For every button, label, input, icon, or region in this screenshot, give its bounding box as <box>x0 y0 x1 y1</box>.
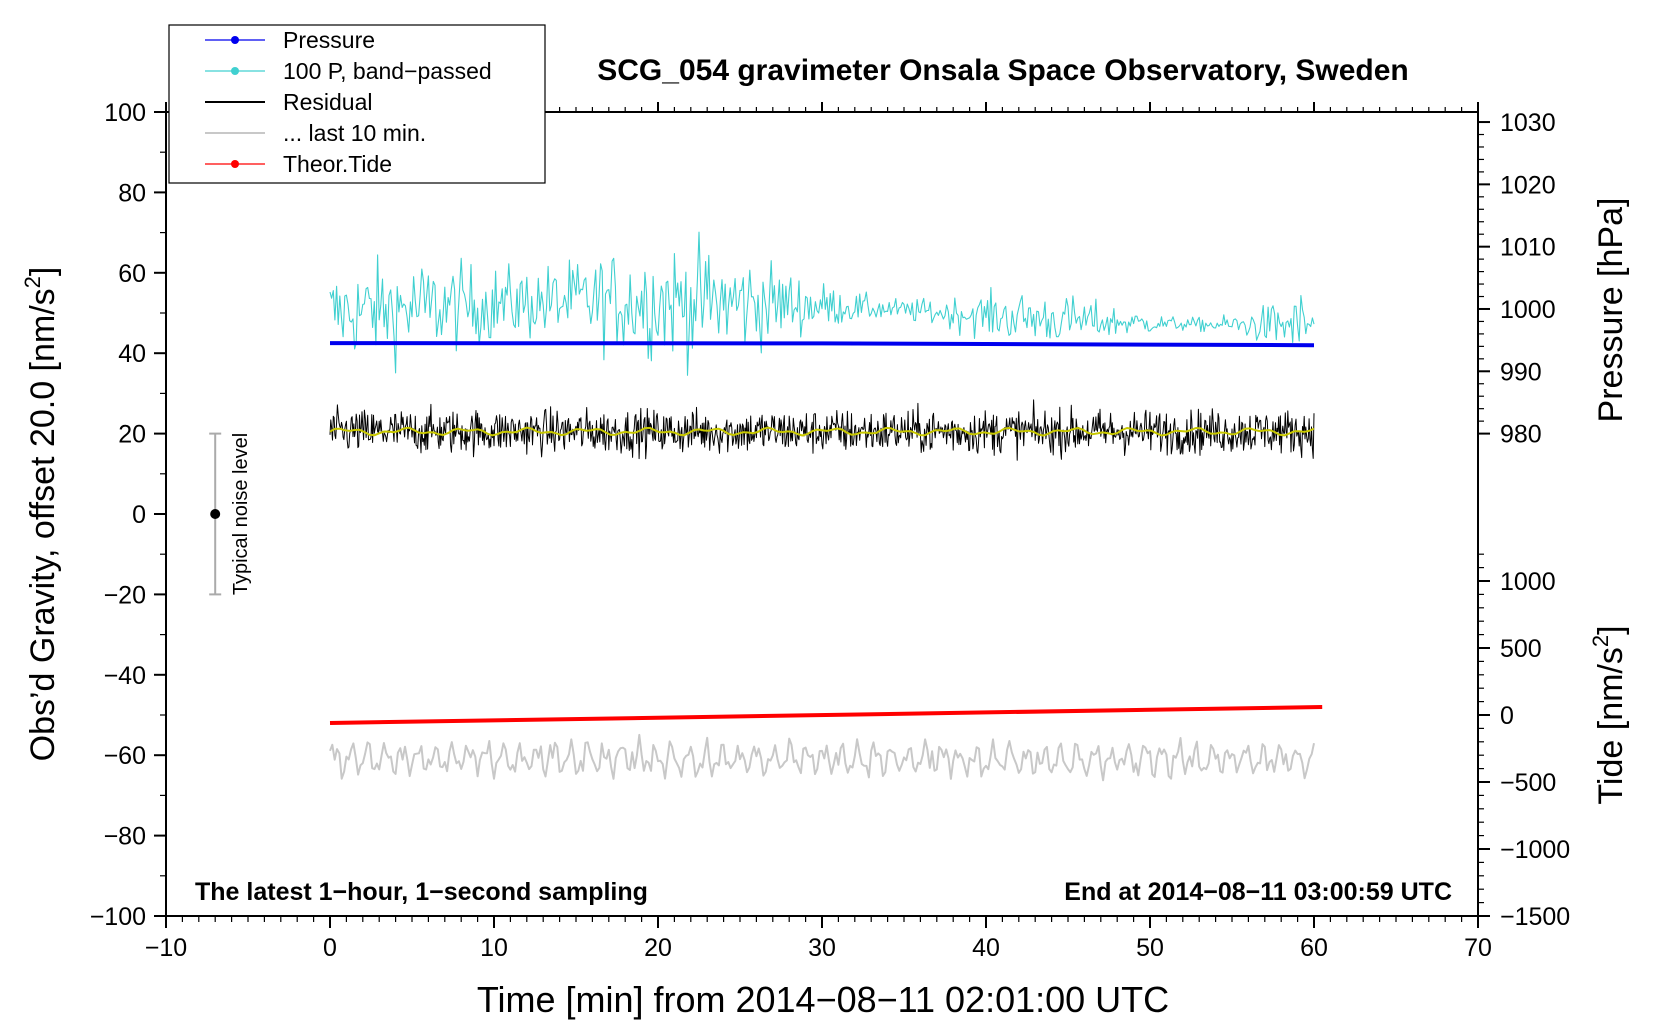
data-series <box>329 231 1323 782</box>
x-tick-label: 70 <box>1464 934 1492 962</box>
legend-box <box>168 24 546 184</box>
chart-title: SCG_054 gravimeter Onsala Space Observat… <box>597 54 1409 87</box>
tide-axis-tick-label: 1000 <box>1500 568 1556 596</box>
y-right-tide-label: Tide [nm/s2] <box>1588 625 1630 804</box>
pressure-axis-tick-label: 990 <box>1500 358 1542 386</box>
series-residual <box>329 399 1315 461</box>
x-tick-label: 40 <box>972 934 1000 962</box>
pressure-axis-tick-label: 1020 <box>1500 171 1556 199</box>
annotation-latest-hour: The latest 1−hour, 1−second sampling <box>195 878 648 906</box>
x-tick-label: 30 <box>808 934 836 962</box>
y-left-label-sup: 2 <box>20 276 45 288</box>
noise-bar-label: Typical noise level <box>230 433 252 595</box>
legend-entry-label: Theor.Tide <box>283 151 392 177</box>
tide-label-main: Tide [nm/s <box>1592 647 1630 804</box>
tide-axis-tick-label: −1000 <box>1500 836 1570 864</box>
pressure-axis-tick-label: 1000 <box>1500 296 1556 324</box>
legend-entry-label: 100 P, band−passed <box>283 58 492 84</box>
legend-swatch-marker <box>231 67 239 75</box>
y-left-tick-label: −20 <box>104 581 146 609</box>
x-tick-label: 10 <box>480 934 508 962</box>
series-pressure <box>329 341 1315 348</box>
y-left-tick-label: 100 <box>104 99 146 127</box>
y-left-tick-label: 0 <box>132 501 146 529</box>
tide-axis-tick-label: 0 <box>1500 702 1514 730</box>
y-left-tick-label: 20 <box>118 421 146 449</box>
y-left-tick-label: −40 <box>104 662 146 690</box>
annotation-end-time: End at 2014−08−11 03:00:59 UTC <box>1064 878 1452 906</box>
pressure-axis-tick-label: 980 <box>1500 421 1542 449</box>
series-theor-tide <box>329 705 1323 725</box>
legend-swatch-marker <box>231 36 239 44</box>
x-tick-label: 60 <box>1300 934 1328 962</box>
x-tick-label: −10 <box>145 934 187 962</box>
legend-entry-label: ... last 10 min. <box>283 120 426 146</box>
legend-swatch-marker <box>231 160 239 168</box>
pressure-axis-tick-label: 1030 <box>1500 109 1556 137</box>
y-left-tick-label: −60 <box>104 742 146 770</box>
legend-entry-label: Residual <box>283 89 373 115</box>
x-tick-label: 50 <box>1136 934 1164 962</box>
noise-bar-dot <box>210 509 221 519</box>
legend-entries: Pressure 100 P, band−passed Residual ... la… <box>205 27 492 177</box>
y-left-label-main: Obs’d Gravity, offset 20.0 [nm/s <box>24 288 62 761</box>
y-right-pressure-label: Pressure [hPa] <box>1592 198 1630 423</box>
noise-level-indicator: Typical noise level <box>209 432 252 596</box>
tide-label-end: ] <box>1592 625 1630 634</box>
tide-label-sup: 2 <box>1588 635 1613 647</box>
y-left-tick-label: −80 <box>104 823 146 851</box>
legend: Pressure 100 P, band−passed Residual ... la… <box>168 24 546 184</box>
legend-entry-label: Pressure <box>283 27 375 53</box>
axis-ticks: −10 0 10 20 30 40 50 60 70100806040200−20−40−60−… <box>90 99 1571 962</box>
series-band-passed-pressure <box>329 231 1315 376</box>
series-residual-smoothed <box>329 426 1315 437</box>
x-axis-label: Time [min] from 2014−08−11 02:01:00 UTC <box>477 979 1169 1020</box>
tide-axis-tick-label: 500 <box>1500 635 1542 663</box>
y-left-tick-label: 60 <box>118 260 146 288</box>
series-last-10-min <box>329 733 1315 782</box>
tide-axis-tick-label: −1500 <box>1500 903 1570 931</box>
y-left-axis-label: Obs’d Gravity, offset 20.0 [nm/s2] <box>20 267 62 762</box>
y-left-tick-label: 80 <box>118 179 146 207</box>
tide-axis-tick-label: −500 <box>1500 769 1556 797</box>
y-left-tick-label: 40 <box>118 340 146 368</box>
y-left-label-end: ] <box>24 267 62 276</box>
pressure-axis-tick-label: 1010 <box>1500 234 1556 262</box>
x-tick-label: 20 <box>644 934 672 962</box>
x-tick-label: 0 <box>323 934 337 962</box>
y-left-tick-label: −100 <box>90 903 146 931</box>
